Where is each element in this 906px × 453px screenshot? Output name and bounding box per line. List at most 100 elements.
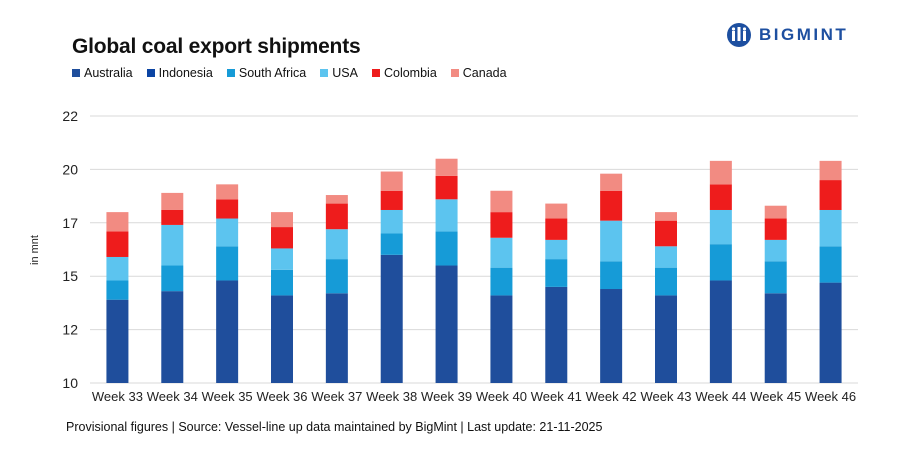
legend-swatch-usa	[320, 69, 329, 77]
bar-segment-south-africa	[819, 246, 842, 283]
bar-segment-colombia	[709, 184, 732, 210]
legend-swatch-south-africa	[226, 69, 235, 77]
bar-segment-canada	[161, 192, 184, 210]
bar-series	[106, 158, 842, 383]
bar-segment-canada	[655, 212, 677, 221]
x-tick-label: Week 36	[256, 389, 307, 404]
bar-segment-colombia	[161, 209, 184, 225]
bar-segment-australia	[490, 295, 513, 383]
bar-segment-canada	[435, 158, 458, 176]
legend-item-canada: Canada	[450, 66, 507, 80]
bar-segment-colombia	[106, 231, 129, 257]
bar-segment-south-africa	[325, 259, 348, 294]
x-tick-label: Week 33	[92, 389, 143, 404]
bar-segment-usa	[490, 237, 513, 268]
bar-segment-south-africa	[490, 267, 513, 296]
bar-segment-colombia	[271, 227, 293, 249]
bar-segment-australia	[325, 293, 348, 383]
bar-segment-australia	[380, 254, 403, 383]
bar-segment-usa	[216, 218, 239, 247]
bar-segment-australia	[600, 289, 623, 383]
legend-swatch-indonesia	[146, 69, 155, 77]
bar-segment-south-africa	[271, 269, 293, 296]
legend-item-colombia: Colombia	[371, 66, 437, 80]
x-tick-label: Week 35	[202, 389, 253, 404]
logo-text: BIGMINT	[759, 25, 849, 44]
bar-segment-south-africa	[380, 233, 403, 255]
bar-segment-canada	[325, 195, 348, 204]
bar-segment-usa	[435, 199, 458, 232]
bar-segment-colombia	[325, 203, 348, 230]
bar-segment-south-africa	[545, 259, 568, 287]
axes: 10 12 15 17 20 22 Week 33 Week 34 Week 35 Week 36…	[62, 108, 856, 404]
y-tick-label: 10	[62, 375, 78, 391]
bar-segment-canada	[545, 203, 568, 219]
legend-swatch-colombia	[371, 69, 380, 77]
bar-segment-south-africa	[435, 231, 458, 266]
x-tick-label: Week 38	[366, 389, 417, 404]
bar-segment-australia	[216, 280, 239, 383]
bar-segment-colombia	[216, 199, 239, 219]
bar-segment-usa	[709, 209, 732, 245]
bar-segment-canada	[819, 160, 842, 181]
chart-title: Global coal export shipments	[72, 35, 361, 58]
bar-segment-canada	[216, 184, 239, 200]
legend-label-indonesia: Indonesia	[158, 66, 213, 80]
legend-item-australia: Australia	[72, 66, 133, 80]
y-tick-label: 12	[62, 322, 78, 338]
bar-segment-usa	[325, 229, 348, 260]
bar-segment-south-africa	[764, 261, 787, 294]
bar-segment-canada	[600, 173, 623, 191]
bar-segment-canada	[709, 160, 732, 185]
footer-note: Provisional figures | Source: Vessel-lin…	[66, 420, 603, 434]
x-tick-label: Week 46	[805, 389, 856, 404]
bar-segment-usa	[819, 209, 842, 247]
bar-segment-colombia	[435, 175, 458, 200]
bar-segment-australia	[655, 295, 677, 383]
x-tick-label: Week 45	[750, 389, 801, 404]
x-tick-label: Week 40	[476, 389, 527, 404]
bar-segment-usa	[655, 246, 677, 268]
bar-segment-south-africa	[600, 261, 623, 290]
bar-segment-colombia	[600, 190, 623, 221]
bar-segment-colombia	[380, 190, 403, 210]
bar-segment-colombia	[655, 220, 677, 247]
legend-label-south-africa: South Africa	[238, 66, 307, 80]
x-tick-label: Week 44	[695, 389, 746, 404]
bar-segment-usa	[380, 209, 403, 234]
x-tick-label: Week 41	[531, 389, 582, 404]
bar-segment-australia	[106, 299, 129, 383]
bar-segment-south-africa	[655, 267, 677, 296]
bar-segment-canada	[490, 190, 513, 213]
bar-segment-south-africa	[161, 265, 184, 292]
bar-segment-south-africa	[106, 280, 129, 300]
bar-segment-canada	[380, 171, 403, 191]
x-tick-label: Week 39	[421, 389, 472, 404]
bar-segment-australia	[819, 282, 842, 383]
bigmint-logo: BIGMINT	[726, 22, 848, 48]
bar-segment-australia	[435, 265, 458, 383]
bar-segment-usa	[161, 224, 184, 266]
bar-segment-australia	[545, 286, 568, 383]
chart-legend: Australia Indonesia South Africa USA Col…	[72, 66, 507, 80]
bar-segment-usa	[106, 256, 129, 281]
bigmint-logo-icon	[727, 23, 751, 47]
legend-label-usa: USA	[332, 66, 358, 80]
bar-segment-colombia	[764, 218, 787, 240]
bar-segment-usa	[764, 239, 787, 262]
bar-segment-canada	[764, 205, 787, 219]
y-tick-label: 17	[62, 215, 78, 231]
bar-segment-colombia	[490, 212, 513, 238]
y-axis-label: in mnt	[29, 235, 41, 265]
bar-segment-usa	[271, 248, 293, 270]
bar-segment-canada	[106, 212, 129, 232]
bar-segment-south-africa	[216, 246, 239, 281]
x-tick-label: Week 42	[586, 389, 637, 404]
x-tick-label: Week 37	[311, 389, 362, 404]
bar-segment-colombia	[819, 180, 842, 210]
bar-segment-canada	[271, 212, 293, 228]
x-tick-label: Week 43	[640, 389, 691, 404]
legend-label-australia: Australia	[84, 66, 133, 80]
y-tick-label: 22	[62, 108, 78, 124]
